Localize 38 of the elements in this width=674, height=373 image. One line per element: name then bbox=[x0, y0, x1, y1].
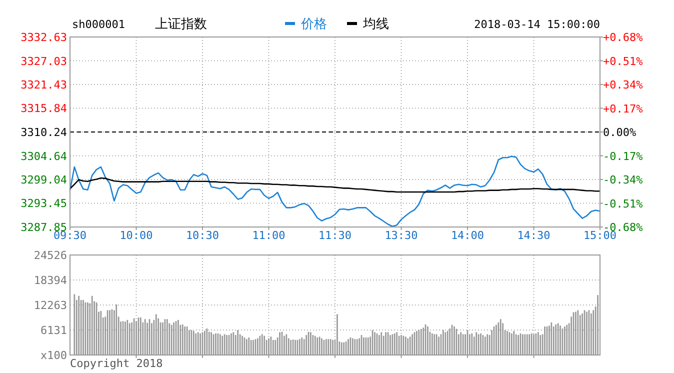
y-tick-label: 3293.45 bbox=[20, 197, 67, 210]
x-tick-label: 14:00 bbox=[450, 229, 484, 242]
y2-tick-label: +0.17% bbox=[603, 102, 644, 116]
y2-tick-label: 0.00% bbox=[603, 126, 636, 139]
chart-subtitle: sh000001 bbox=[72, 18, 125, 31]
legend-label: 均线 bbox=[362, 17, 389, 32]
y2-tick-label: -0.34% bbox=[603, 174, 644, 186]
y2-tick-label: +0.68% bbox=[603, 31, 644, 44]
y-tick-label: 6131 bbox=[40, 324, 67, 337]
y-tick-label: 3310.24 bbox=[20, 126, 68, 139]
y-tick-label: 3299.04 bbox=[20, 174, 68, 187]
x-tick-label: 14:30 bbox=[517, 229, 550, 242]
x-tick-label: 11:00 bbox=[252, 229, 286, 242]
y-tick-label: 3315.84 bbox=[20, 102, 68, 116]
x-tick-label: 09:30 bbox=[53, 229, 87, 242]
x-tick-label: 10:00 bbox=[120, 229, 153, 242]
x-tick-label: 10:30 bbox=[186, 229, 220, 242]
text: Copyright 2018 bbox=[70, 357, 163, 370]
x-tick-label: 13:30 bbox=[384, 229, 418, 242]
y2-tick-label: -0.51% bbox=[603, 197, 644, 210]
x-tick-label: 11:30 bbox=[318, 229, 352, 242]
y-tick-label: 3321.43 bbox=[20, 78, 67, 92]
y-tick-label: x100 bbox=[40, 349, 67, 362]
chart-title: 上证指数 bbox=[155, 17, 207, 32]
y-tick-label: 3327.03 bbox=[20, 54, 67, 68]
y2-tick-label: +0.34% bbox=[603, 78, 644, 92]
y2-tick-label: +0.51% bbox=[603, 54, 644, 68]
line-series bbox=[69, 156, 601, 228]
x-tick-label: 15:00 bbox=[583, 229, 617, 242]
text: 2018-03-14 15:00:00 bbox=[474, 18, 600, 31]
y-tick-label: 3332.63 bbox=[20, 31, 67, 44]
y-tick-label: 12263 bbox=[34, 299, 67, 312]
y-tick-label: 18394 bbox=[34, 274, 68, 287]
y-tick-label: 3304.64 bbox=[20, 150, 68, 163]
y2-tick-label: -0.17% bbox=[603, 150, 644, 163]
line-series bbox=[69, 177, 601, 193]
y-tick-label: 24526 bbox=[34, 249, 67, 262]
legend-label: 价格 bbox=[300, 17, 327, 32]
